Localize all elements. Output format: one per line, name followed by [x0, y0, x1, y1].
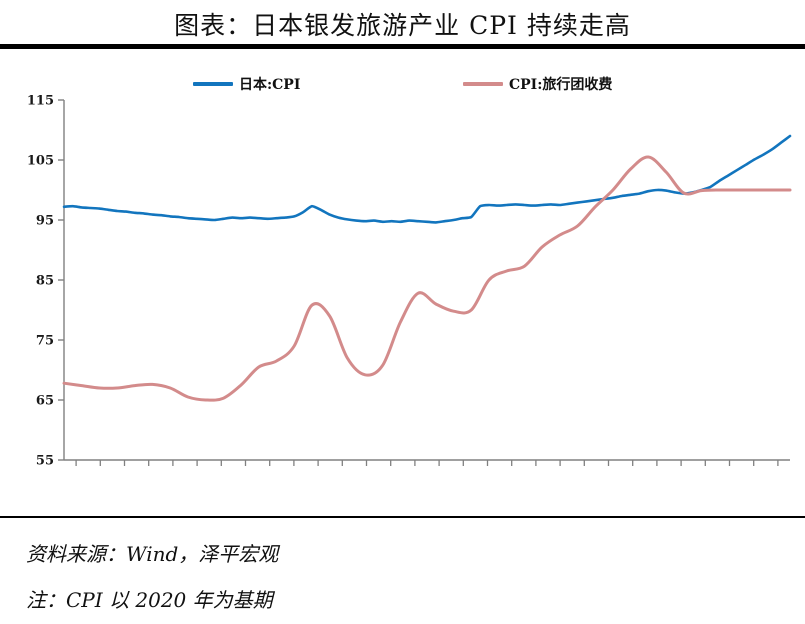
y-axis-tick-label: 115	[27, 94, 54, 109]
y-axis-tick-label: 105	[27, 154, 54, 169]
plot-area: 5565758595105115200020002001200220032004…	[0, 90, 805, 470]
y-axis-tick-label: 75	[36, 334, 54, 349]
footer-divider	[0, 516, 805, 518]
legend-item-japan-cpi: 日本:CPI	[193, 72, 300, 96]
note-text: 注：CPI 以 2020 年为基期	[26, 588, 273, 612]
legend-swatch-pink	[463, 82, 503, 86]
series-line-japan-cpi	[62, 134, 792, 224]
legend-label-japan-cpi: 日本:CPI	[239, 77, 301, 93]
title-container: 图表：日本银发旅游产业 CPI 持续走高	[0, 0, 805, 48]
y-axis-tick-label: 65	[36, 394, 54, 409]
y-axis-tick-label: 95	[36, 214, 54, 229]
legend-item-tour-fee-cpi: CPI:旅行团收费	[463, 72, 612, 96]
y-axis-tick-label: 85	[36, 274, 54, 289]
series-line-tour-fee-cpi	[62, 155, 792, 402]
y-axis-tick-label: 55	[36, 454, 54, 469]
title-divider	[0, 44, 805, 49]
legend-swatch-blue	[193, 82, 233, 86]
line-chart: 5565758595105115200020002001200220032004…	[27, 94, 792, 469]
chart-legend: 日本:CPI CPI:旅行团收费	[0, 72, 805, 96]
source-text: 资料来源：Wind，泽平宏观	[26, 542, 279, 566]
page-title: 图表：日本银发旅游产业 CPI 持续走高	[174, 11, 631, 40]
legend-label-tour-fee-cpi: CPI:旅行团收费	[509, 77, 613, 93]
